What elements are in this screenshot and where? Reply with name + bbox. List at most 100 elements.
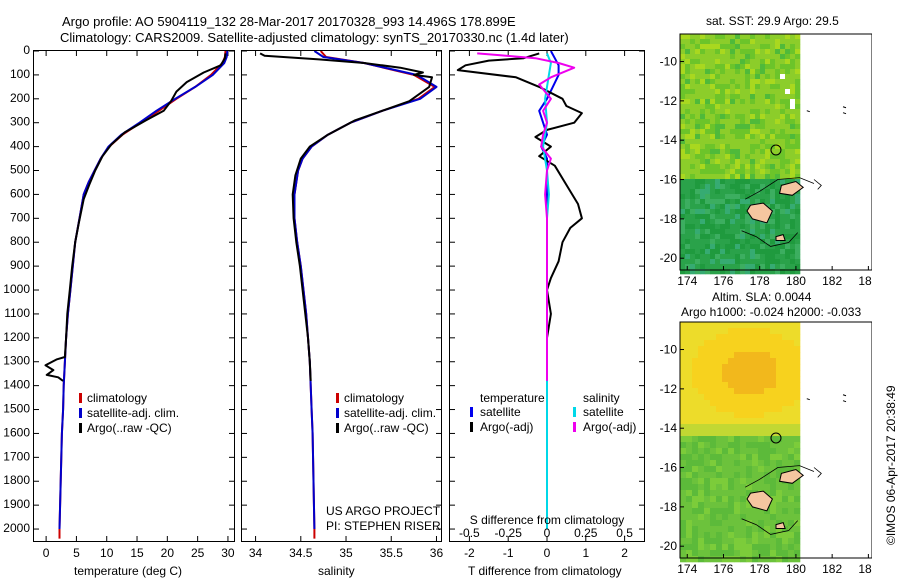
sst-cell [745,79,751,85]
sla-cell [728,370,735,377]
sla-cell [680,520,687,527]
sst-cell [755,249,761,255]
sst-cell [720,44,726,50]
sla-cell [770,460,777,467]
sst-cell [765,49,771,55]
sst-cell [715,259,721,265]
sla-cell [788,352,795,359]
sla-cell [782,538,789,545]
sst-cell [740,154,746,160]
reef-mark [842,394,847,397]
sla-cell [776,454,783,461]
sst-cell [750,99,756,105]
sla-cell [794,364,801,371]
sla-cell [788,400,795,407]
sla-cell [740,508,747,515]
island-shape [746,490,774,512]
sst-cell [795,244,801,250]
sst-cell [755,69,761,75]
sla-cell [722,514,729,521]
sst-cell [705,219,711,225]
sst-cell [715,249,721,255]
sst-cell [755,49,761,55]
sst-cell [735,229,741,235]
sla-cell [758,328,765,335]
sla-cell [728,466,735,473]
sst-cell [775,189,781,195]
sst-cell [690,219,696,225]
sst-cell [775,49,781,55]
sst-cell [705,74,711,80]
legend-label: Argo(..raw -QC) [344,421,429,435]
sst-cell [775,69,781,75]
sst-cell [770,164,776,170]
sst-cell [780,119,786,125]
sst-cell [775,119,781,125]
sla-cell [734,514,741,521]
sst-cell [705,189,711,195]
sst-cell [710,44,716,50]
sst-cell [685,269,691,275]
sla-cell [782,496,789,503]
sst-cell [720,49,726,55]
sst-cell [730,109,736,115]
sst-cell [715,89,721,95]
sst-cell [740,74,746,80]
sst-cell [680,134,686,140]
sst-cell [700,134,706,140]
sst-cell [765,44,771,50]
sla-cell [740,394,747,401]
sla-cell [770,478,777,485]
sst-cell [785,239,791,245]
sst-cell [730,79,736,85]
sst-cell [765,129,771,135]
sla-cell [692,418,699,425]
sla-cell [764,460,771,467]
sla-cell [680,454,687,461]
sla-cell [716,358,723,365]
sst-cell [735,134,741,140]
sla-cell [752,460,759,467]
sst-cell [785,144,791,150]
sst-cell [780,259,786,265]
sla-cell [686,526,693,533]
sst-cell [760,264,766,270]
sla-cell [752,466,759,473]
sst-cell [705,104,711,110]
sla-cell [704,364,711,371]
sst-cell [780,59,786,65]
sla-cell [686,436,693,443]
sst-cell [780,39,786,45]
sst-cell [725,134,731,140]
sla-cell [692,322,699,329]
sla-cell [770,484,777,491]
sst-cell [730,74,736,80]
sla-cell [752,544,759,551]
sst-cell [770,219,776,225]
sla-cell [794,478,801,485]
sla-cell [692,442,699,449]
sla-cell [722,376,729,383]
sla-cell [704,544,711,551]
sst-cell [685,99,691,105]
sst-cell [730,69,736,75]
x-tick-label: 35 [339,546,353,560]
sla-cell [728,508,735,515]
sla-cell [728,352,735,359]
sst-cell [735,94,741,100]
sst-cell [775,99,781,105]
sla-cell [716,364,723,371]
sla-cell [788,418,795,425]
depth-tick-label: 1300 [3,354,30,368]
sst-cell [715,209,721,215]
sla-cell [686,346,693,353]
sst-cell [695,124,701,130]
sla-cell [740,388,747,395]
sla-cell [710,370,717,377]
sst-cell [765,149,771,155]
sst-cell [680,39,686,45]
sla-cell [740,400,747,407]
sst-cell [770,199,776,205]
sla-cell [746,388,753,395]
sla-cell [698,328,705,335]
